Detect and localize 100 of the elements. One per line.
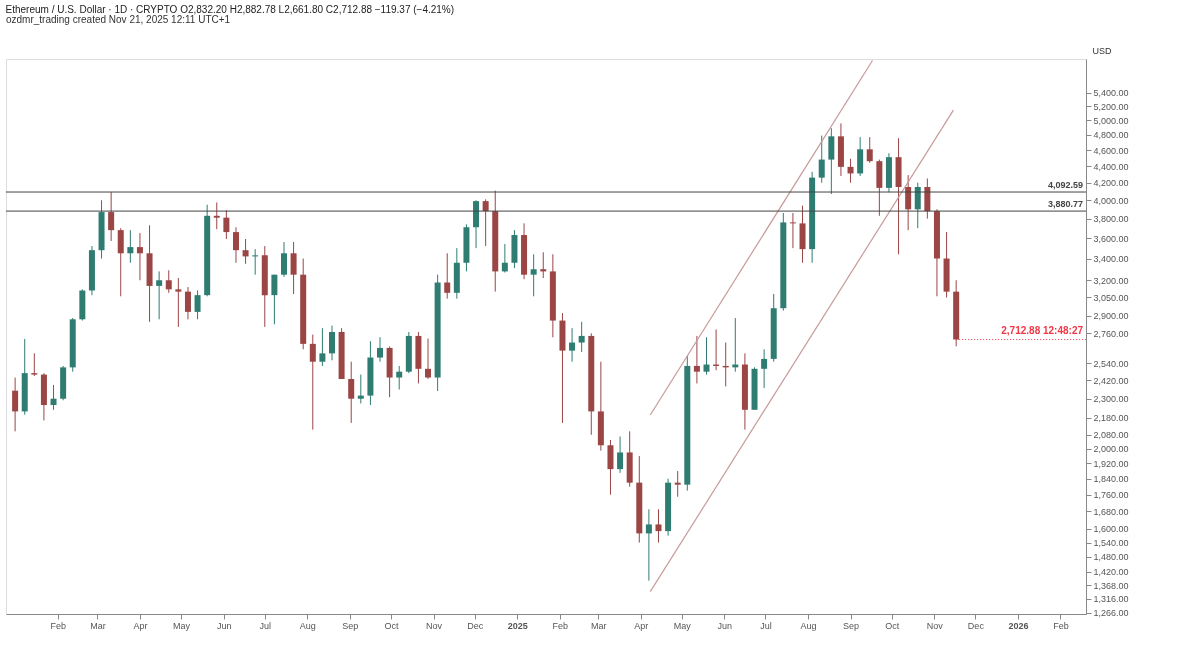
candlestick [184, 286, 191, 320]
y-tick-label: 1,760.00 [1093, 490, 1129, 501]
y-tick-label: 1,600.00 [1093, 524, 1129, 535]
x-tick-label: Sep [843, 620, 860, 631]
y-tick-label: 1,368.00 [1093, 580, 1129, 591]
y-tick-label: 1,420.00 [1093, 567, 1129, 578]
y-tick-label: 1,316.00 [1093, 594, 1129, 605]
candlestick [136, 232, 143, 281]
y-tick-label: 4,800.00 [1093, 130, 1129, 141]
x-tick-label: Mar [90, 620, 106, 631]
x-tick-label: Oct [384, 620, 399, 631]
x-tick-label: Dec [467, 620, 484, 631]
candlestick [444, 252, 451, 300]
x-tick-label: May [173, 620, 191, 631]
candlestick [818, 135, 825, 184]
y-tick-label: 1,680.00 [1093, 506, 1129, 517]
candlestick [693, 335, 700, 384]
candlestick [530, 253, 537, 297]
x-tick-label: Sep [342, 620, 359, 631]
x-tick-label: Feb [1053, 620, 1069, 631]
y-tick-label: 2,760.00 [1093, 328, 1129, 339]
candlestick [348, 361, 355, 424]
candlestick [578, 321, 585, 353]
x-tick-label: Nov [426, 620, 443, 631]
candlestick [501, 243, 508, 273]
y-tick-label: 4,400.00 [1093, 161, 1129, 172]
x-tick-label: 2025 [507, 620, 528, 631]
candlestick [655, 508, 662, 544]
candlestick [156, 270, 163, 320]
y-tick-label: 3,400.00 [1093, 254, 1129, 265]
x-tick-label: Jun [216, 620, 232, 631]
candlestick [377, 336, 384, 363]
candlestick [223, 209, 230, 240]
candlestick [31, 352, 38, 377]
y-tick-label: 1,266.00 [1093, 608, 1129, 619]
x-tick-label: Dec [967, 620, 985, 631]
y-tick-label: 5,000.00 [1093, 115, 1129, 126]
candlestick [357, 374, 364, 404]
annotation: 2,712.88 12:48:27 [1001, 325, 1084, 337]
candlestick [165, 269, 172, 294]
candlestick [50, 384, 57, 411]
x-tick-label: Feb [50, 620, 66, 631]
candlestick [607, 439, 614, 496]
candlestick [761, 348, 768, 389]
x-tick-label: Apr [133, 620, 148, 631]
candlestick [914, 182, 921, 229]
candlestick [232, 226, 239, 264]
x-tick-label: Mar [590, 620, 607, 631]
y-tick-label: 2,180.00 [1093, 413, 1129, 424]
candlestick [194, 289, 201, 320]
candlestick [290, 241, 297, 295]
ref-line-label: 4,092.59 [1047, 180, 1083, 191]
x-tick-label: Oct [885, 620, 900, 631]
candlestick [127, 229, 134, 264]
y-axis-title: USD [1092, 45, 1112, 56]
y-tick-label: 5,200.00 [1093, 101, 1129, 112]
y-tick-label: 1,920.00 [1093, 458, 1129, 469]
candlestick [482, 198, 489, 247]
y-tick-label: 3,800.00 [1093, 214, 1129, 225]
x-tick-label: Apr [634, 620, 649, 631]
y-tick-label: 2,000.00 [1093, 444, 1129, 455]
y-tick-label: 2,900.00 [1093, 311, 1129, 322]
ref-line-label: 3,880.77 [1047, 199, 1083, 210]
x-tick-label: Nov [926, 620, 944, 631]
y-tick-label: 3,050.00 [1093, 292, 1129, 303]
candlestick [789, 212, 796, 249]
candlestick [309, 334, 316, 431]
candlestick [319, 327, 326, 367]
candlestick [280, 241, 287, 278]
x-tick-label: Aug [299, 620, 316, 631]
x-tick-label: Feb [552, 620, 568, 631]
y-tick-label: 2,420.00 [1093, 375, 1129, 386]
candlestick [396, 365, 403, 390]
y-tick-label: 2,080.00 [1093, 430, 1129, 441]
candlestick [674, 470, 681, 498]
candlestick [617, 436, 624, 474]
y-tick-label: 1,480.00 [1093, 552, 1129, 563]
y-tick-label: 4,000.00 [1093, 195, 1129, 206]
candlestick [12, 377, 19, 432]
candlestick [828, 127, 835, 195]
x-tick-label: Jul [760, 620, 772, 631]
x-tick-label: May [673, 620, 692, 631]
candlestick [866, 136, 873, 164]
candlestick [252, 248, 259, 276]
y-tick-label: 2,300.00 [1093, 394, 1129, 405]
candlestick [117, 227, 124, 297]
y-tick-label: 1,540.00 [1093, 538, 1129, 549]
y-tick-label: 4,200.00 [1093, 178, 1129, 189]
candlestick [242, 238, 249, 265]
x-tick-label: Jun [717, 620, 733, 631]
candlestick [847, 158, 854, 184]
candlestick [540, 251, 547, 279]
text: ozdmr_trading created Nov 21, 2025 12:11 UTC+1 [6, 14, 231, 25]
candlestick [645, 508, 652, 582]
candlestick [108, 191, 115, 242]
candlestick [905, 174, 912, 231]
y-tick-label: 2,540.00 [1093, 358, 1129, 369]
y-tick-label: 3,200.00 [1093, 275, 1129, 286]
candlestick [329, 325, 335, 361]
candlestick [425, 338, 432, 380]
